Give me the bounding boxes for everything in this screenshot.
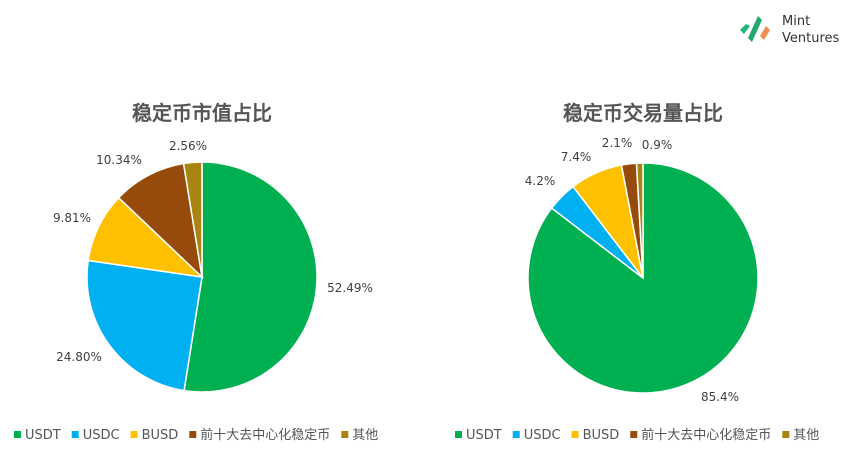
- legend-item: USDC: [83, 428, 120, 443]
- legend-swatch: [455, 431, 462, 438]
- data-label: 9.81%: [53, 211, 91, 225]
- brand-line1: Mint: [782, 14, 811, 29]
- pie-slice-其他: [182, 161, 203, 278]
- legend-swatch: [782, 431, 790, 438]
- data-label: 2.56%: [169, 139, 207, 153]
- legend-swatch: [630, 431, 638, 438]
- data-label: 7.4%: [561, 150, 592, 164]
- data-label: 2.1%: [602, 136, 633, 150]
- data-label: 85.4%: [701, 390, 739, 404]
- legend-swatch: [14, 431, 21, 438]
- legend-swatch: [341, 431, 349, 438]
- legend-item: 前十大去中心化稳定币: [641, 427, 771, 443]
- chart-title: 稳定币交易量占比: [563, 101, 723, 125]
- legend-item: BUSD: [142, 428, 179, 443]
- chart-title: 稳定币市值占比: [132, 101, 272, 125]
- legend-swatch: [130, 431, 138, 438]
- legend-item: USDT: [25, 428, 61, 443]
- data-label: 24.80%: [56, 350, 102, 364]
- legend-swatch: [71, 431, 79, 438]
- legend-swatch: [189, 431, 197, 438]
- brand-line2: Ventures: [782, 31, 840, 46]
- pie-slice-前十大去中心化稳定币: [117, 162, 204, 280]
- pie-slice-USDT: [183, 161, 318, 393]
- data-label: 0.9%: [642, 138, 673, 152]
- legend-item: USDT: [466, 428, 502, 443]
- legend-item: 其他: [352, 428, 378, 443]
- data-label: 10.34%: [96, 153, 142, 167]
- data-label: 52.49%: [327, 281, 373, 295]
- pie-slice-USDC: [86, 259, 203, 392]
- legend-swatch: [512, 431, 520, 438]
- legend-item: 前十大去中心化稳定币: [200, 427, 330, 443]
- legend-item: BUSD: [583, 428, 620, 443]
- legend-item: USDC: [524, 428, 561, 443]
- legend-item: 其他: [793, 428, 819, 443]
- pie-slice-其他: [635, 162, 644, 279]
- mint-ventures-logo-icon: [740, 16, 770, 42]
- brand-name: Mint Ventures: [782, 13, 839, 47]
- legend-swatch: [571, 431, 579, 438]
- data-label: 4.2%: [525, 174, 556, 188]
